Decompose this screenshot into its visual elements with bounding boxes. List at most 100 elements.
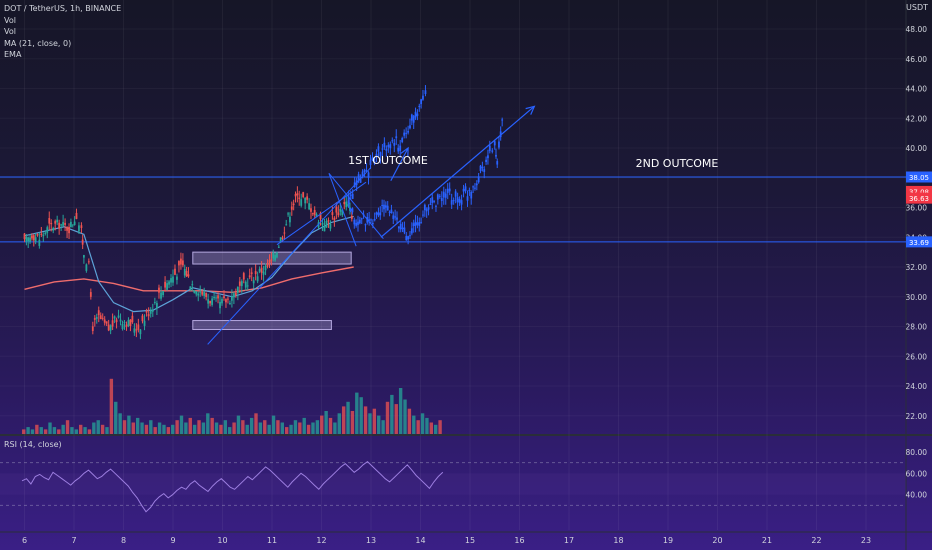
- price-candle: [127, 319, 130, 326]
- price-candle: [58, 222, 61, 229]
- price-candle: [343, 202, 346, 205]
- volume-bar: [363, 406, 368, 434]
- volume-bar: [201, 422, 206, 434]
- volume-bar: [416, 420, 420, 434]
- price-candle: [306, 196, 309, 200]
- volume-bar: [92, 422, 96, 434]
- volume-bar: [333, 422, 337, 434]
- projection-1-bar: [393, 142, 396, 146]
- price-candle: [70, 221, 72, 228]
- volume-bar: [232, 422, 236, 434]
- projection-1-bar: [414, 111, 417, 118]
- volume-bar: [43, 429, 48, 434]
- projection-1-bar: [367, 172, 370, 178]
- projection-1-bar: [375, 153, 378, 157]
- projection-2-bar: [450, 200, 453, 205]
- projection-2-bar: [435, 205, 437, 207]
- volume-bar: [48, 422, 52, 434]
- volume-bar: [70, 427, 74, 434]
- projection-2-bar: [454, 191, 457, 197]
- price-candle: [52, 228, 55, 231]
- projection-2-bar: [444, 193, 447, 198]
- price-candle: [78, 225, 80, 232]
- projection-2-bar: [349, 208, 352, 211]
- volume-bar: [328, 417, 333, 434]
- projection-2-bar: [466, 196, 469, 201]
- projection-2-bar: [418, 222, 421, 226]
- price-candle: [153, 301, 156, 303]
- volume-bar: [350, 411, 355, 434]
- projection-1-bar: [391, 140, 394, 142]
- legend-symbol[interactable]: DOT / TetherUS, 1h, BINANCE: [4, 4, 122, 13]
- volume-bar: [26, 427, 30, 434]
- price-candle: [283, 232, 286, 234]
- projection-2-bar: [433, 200, 436, 202]
- volume-bar: [166, 427, 171, 434]
- projection-2-bar: [498, 141, 500, 148]
- legend-vol-1[interactable]: Vol: [4, 15, 16, 25]
- price-candle: [331, 212, 334, 215]
- price-candle: [234, 292, 237, 296]
- legend-ma[interactable]: MA (21, close, 0): [4, 38, 72, 48]
- volume-bar: [315, 420, 320, 434]
- volume-bar: [425, 417, 429, 434]
- price-candle: [287, 213, 289, 215]
- projection-2-bar: [375, 212, 378, 215]
- projection-2-bar: [483, 169, 486, 173]
- price-candle: [231, 296, 233, 301]
- price-candle: [325, 220, 328, 228]
- volume-bar: [127, 415, 131, 434]
- volume-bar: [306, 424, 311, 434]
- rsi-tick-label: 60.00: [906, 469, 928, 478]
- volume-bar: [140, 422, 144, 434]
- range-rectangle: [192, 320, 332, 330]
- price-candle: [107, 324, 110, 331]
- price-candle: [83, 255, 85, 258]
- projection-2-bar: [446, 188, 449, 193]
- projection-1-bar: [424, 90, 427, 95]
- projection-1-bar: [401, 138, 404, 143]
- projection-1-bar: [369, 159, 372, 165]
- price-candle: [341, 209, 344, 216]
- rsi-title[interactable]: RSI (14, close): [4, 440, 62, 449]
- price-candle: [60, 224, 63, 226]
- projection-1-bar: [371, 157, 374, 161]
- projection-2-bar: [420, 222, 423, 224]
- volume-bar: [210, 417, 214, 434]
- projection-1-bar: [395, 136, 398, 139]
- volume-bar: [249, 417, 254, 434]
- volume-bar: [179, 415, 184, 434]
- volume-bar: [214, 422, 219, 434]
- trend-line: [207, 166, 372, 345]
- projection-2-bar: [496, 161, 499, 165]
- legend-ema[interactable]: EMA: [4, 50, 22, 59]
- volume-bar: [114, 401, 118, 434]
- x-tick-label: 15: [465, 536, 475, 545]
- volume-bar: [65, 420, 70, 434]
- price-candle: [66, 227, 68, 231]
- price-candle: [141, 315, 144, 322]
- price-candle: [268, 260, 271, 263]
- projection-2-bar: [403, 227, 406, 233]
- price-candle: [252, 280, 255, 284]
- trend-line: [328, 173, 357, 247]
- price-candle: [193, 290, 196, 293]
- projection-2-bar: [470, 192, 473, 199]
- legend-vol-2[interactable]: Vol: [4, 27, 16, 36]
- volume-bar: [407, 408, 412, 434]
- price-candle: [313, 209, 316, 215]
- price-candle: [337, 212, 340, 216]
- projection-2-bar: [364, 224, 367, 226]
- price-candle: [236, 286, 239, 293]
- price-badge: [906, 236, 932, 248]
- price-candle: [160, 292, 162, 299]
- price-candle: [319, 212, 322, 219]
- price-candle: [250, 272, 253, 274]
- price-candle: [209, 300, 212, 304]
- volume-bar: [324, 411, 328, 434]
- price-candle: [335, 206, 338, 213]
- price-candle: [27, 237, 30, 242]
- projection-1-bar: [412, 116, 415, 123]
